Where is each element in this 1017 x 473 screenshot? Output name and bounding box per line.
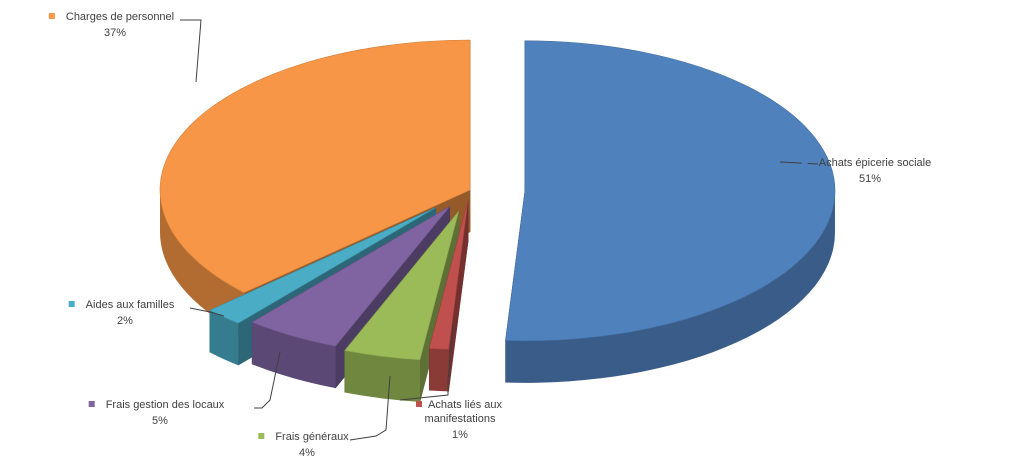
- label-percent-achats-lies-aux-manifestations: 1%: [452, 429, 468, 441]
- slice-aides-aux-familles: [209, 207, 436, 324]
- label-line: Frais gestion des locaux: [106, 399, 225, 411]
- label-percent-charges-de-personnel: 37%: [104, 27, 126, 39]
- achats-lies-aux-manifestations-side: [429, 348, 449, 392]
- label-line: Achats liés aux: [428, 399, 502, 411]
- data-label-aides-aux-familles: Aides aux familles 2%: [68, 299, 175, 327]
- label-line: Achats épicerie sociale: [819, 157, 932, 169]
- label-line: Aides aux familles: [86, 299, 175, 311]
- pie-tops: [159, 39, 836, 361]
- label-percent-frais-gestion-des-locaux: 5%: [152, 415, 168, 427]
- leader-achats-lies-aux-manifestations: [399, 324, 454, 401]
- label-line: manifestations: [425, 413, 496, 425]
- label-percent-frais-generaux: 4%: [299, 447, 315, 459]
- leader-charges-de-personnel: [180, 19, 202, 83]
- legend-marker-charges-de-personnel: [48, 13, 55, 19]
- slice-achats-lies-aux-manifestations: [428, 199, 469, 350]
- legend-marker-achats-lies-aux-manifestations: [416, 401, 423, 407]
- label-percent-achats-epicerie-sociale: 51%: [859, 173, 881, 185]
- label-text-frais-generaux: Frais généraux 4%: [275, 431, 349, 459]
- label-text-frais-gestion-des-locaux: Frais gestion des locaux 5%: [106, 399, 225, 427]
- legend-marker-aides-aux-familles: [68, 301, 75, 307]
- aides-aux-familles-side: [209, 310, 239, 366]
- charges-de-personnel-side: [160, 190, 245, 335]
- leader-frais-generaux: [349, 375, 391, 441]
- data-labels: Achats épicerie sociale 51% Achats liés au…: [48, 11, 932, 459]
- legend-marker-achats-epicerie-sociale: [801, 159, 808, 165]
- frais-generaux-side: [344, 350, 420, 402]
- label-line: Frais généraux: [275, 431, 349, 443]
- label-line: Charges de personnel: [66, 11, 174, 23]
- data-label-frais-gestion-des-locaux: Frais gestion des locaux 5%: [88, 399, 225, 427]
- slice-frais-generaux: [344, 210, 460, 361]
- achats-epicerie-sociale-side: [505, 190, 835, 383]
- legend-marker-frais-gestion-des-locaux: [88, 401, 95, 407]
- data-label-achats-lies-aux-manifestations: Achats liés aux manifestations 1%: [416, 399, 502, 441]
- label-text-aides-aux-familles: Aides aux familles 2%: [86, 299, 175, 327]
- data-label-achats-epicerie-sociale: Achats épicerie sociale 51%: [801, 157, 932, 185]
- leader-frais-gestion-des-locaux: [254, 351, 281, 409]
- slice-achats-epicerie-sociale: [505, 40, 836, 342]
- data-label-frais-generaux: Frais généraux 4%: [258, 431, 349, 459]
- label-percent-aides-aux-familles: 2%: [117, 315, 133, 327]
- slice-frais-gestion-des-locaux: [251, 206, 450, 347]
- label-text-charges-de-personnel: Charges de personnel 37%: [66, 11, 174, 39]
- label-text-achats-epicerie-sociale: Achats épicerie sociale 51%: [819, 157, 932, 185]
- data-label-charges-de-personnel: Charges de personnel 37%: [48, 11, 174, 39]
- legend-marker-frais-generaux: [258, 433, 265, 439]
- label-text-achats-lies-aux-manifestations: Achats liés aux manifestations 1%: [425, 399, 503, 441]
- leader-lines: [180, 19, 819, 441]
- slice-charges-de-personnel: [159, 39, 471, 294]
- frais-gestion-des-locaux-side: [252, 322, 336, 389]
- leader-achats-epicerie-sociale: [779, 161, 819, 165]
- leader-aides-aux-familles: [189, 307, 225, 317]
